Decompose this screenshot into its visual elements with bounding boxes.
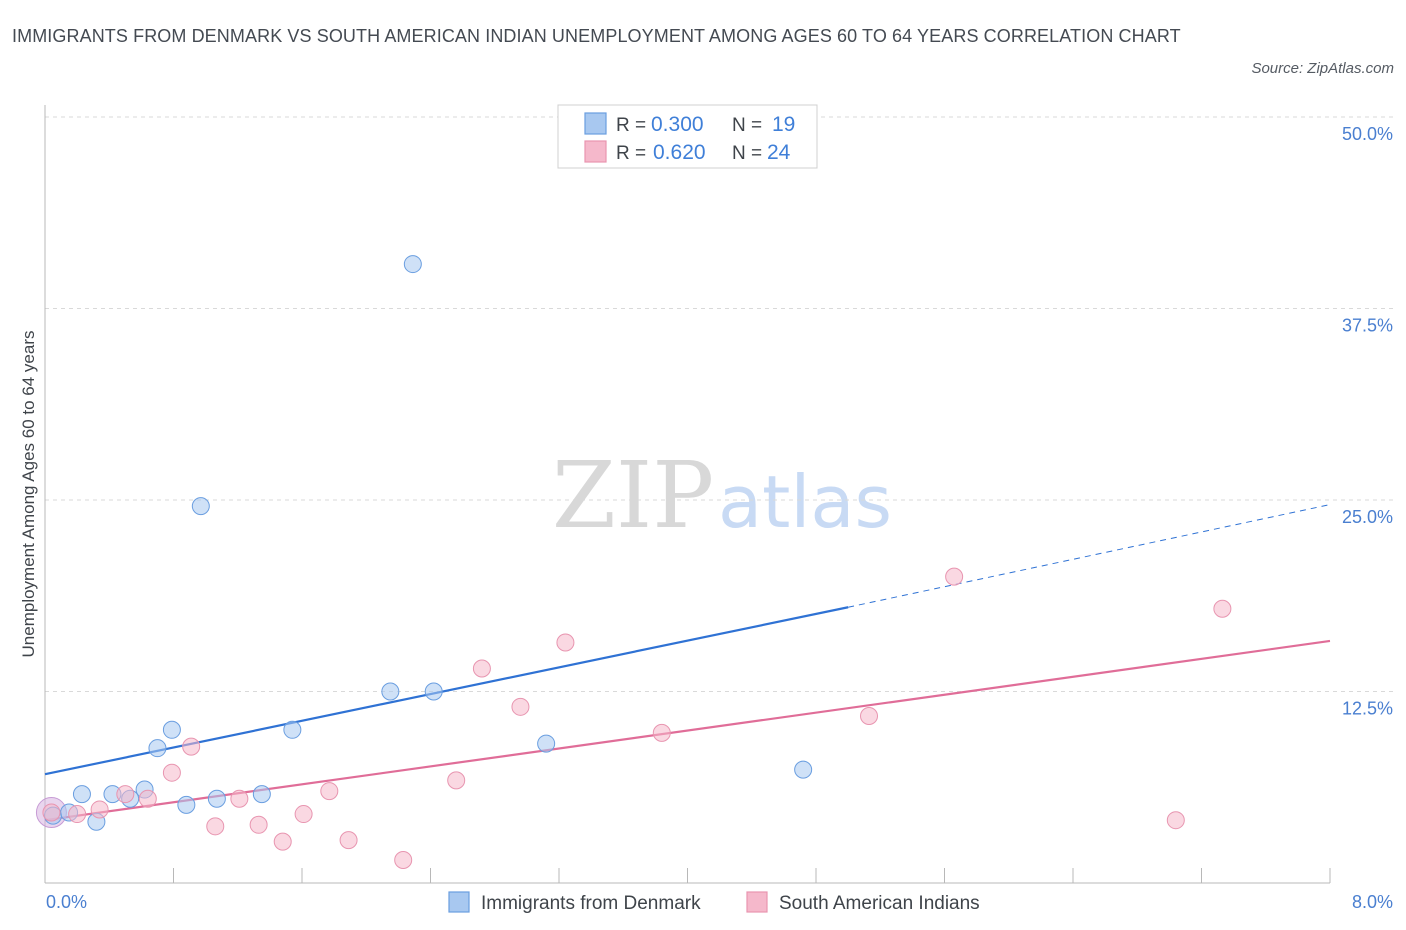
legend-r-value-denmark: 0.300: [651, 113, 704, 136]
data-point-south-american-indians: [511, 697, 530, 716]
data-point-south-american-indians: [162, 763, 181, 782]
data-point-south-american-indians: [294, 805, 313, 824]
data-point-south-american-indians: [182, 737, 201, 756]
data-point-south-american-indians: [1213, 599, 1232, 618]
data-point-denmark: [283, 720, 302, 739]
y-tick-label: 12.5%: [1342, 699, 1393, 719]
legend-swatch-south-american-indians: [584, 140, 607, 163]
data-point-denmark: [252, 785, 271, 804]
source-label: Source: ZipAtlas.com: [1251, 60, 1394, 77]
legend-n-value-sai: 24: [767, 141, 791, 164]
x-axis-ticks: [173, 868, 1331, 883]
data-points: [35, 255, 1232, 870]
data-point-south-american-indians: [472, 659, 491, 678]
y-tick-label: 37.5%: [1342, 316, 1393, 336]
y-tick-label: 25.0%: [1342, 507, 1393, 527]
data-point-denmark: [177, 795, 196, 814]
legend-swatch-denmark: [584, 112, 607, 135]
legend-label-immigrants-from-denmark: Immigrants from Denmark: [481, 893, 701, 914]
legend-r-label-denmark: R =: [616, 115, 646, 136]
legend-r-label-sai: R =: [616, 143, 646, 164]
data-point-denmark: [424, 682, 443, 701]
trend-lines: [44, 504, 1331, 822]
correlation-legend: R = 0.300 N = 19 R = 0.620 N = 24: [557, 104, 818, 169]
series-legend: Immigrants from Denmark South American I…: [448, 891, 980, 914]
data-point-south-american-indians: [68, 805, 87, 824]
watermark-atlas: atlas: [718, 460, 892, 544]
data-point-south-american-indians: [42, 803, 61, 822]
chart-title: IMMIGRANTS FROM DENMARK VS SOUTH AMERICA…: [12, 26, 1181, 46]
data-point-south-american-indians: [1166, 811, 1185, 830]
legend-r-value-sai: 0.620: [653, 141, 706, 164]
data-point-denmark: [191, 497, 210, 516]
legend-swatch-immigrants-from-denmark: [448, 891, 470, 913]
x-tick-label-min: 0.0%: [46, 892, 87, 912]
legend-swatch-south-american-indians-bottom: [746, 891, 768, 913]
data-point-south-american-indians: [339, 831, 358, 850]
data-point-south-american-indians: [394, 851, 413, 870]
y-axis-title: Unemployment Among Ages 60 to 64 years: [19, 331, 38, 658]
data-point-south-american-indians: [249, 815, 268, 834]
y-tick-label: 50.0%: [1342, 124, 1393, 144]
gridlines: [45, 116, 1395, 692]
data-point-denmark: [403, 255, 422, 274]
data-point-denmark: [794, 760, 813, 779]
data-point-south-american-indians: [320, 782, 339, 801]
data-point-south-american-indians: [90, 800, 109, 819]
data-point-south-american-indians: [138, 789, 157, 808]
data-point-south-american-indians: [230, 789, 249, 808]
data-point-south-american-indians: [206, 817, 225, 836]
data-point-south-american-indians: [556, 633, 575, 652]
watermark-zip: ZIP: [552, 442, 714, 549]
legend-label-south-american-indians: South American Indians: [779, 893, 980, 914]
data-point-south-american-indians: [116, 785, 135, 804]
trend-line-denmark: [44, 606, 849, 776]
data-point-south-american-indians: [860, 707, 879, 726]
data-point-denmark: [381, 682, 400, 701]
data-point-denmark: [162, 720, 181, 739]
legend-n-value-denmark: 19: [772, 113, 795, 136]
data-point-denmark: [207, 789, 226, 808]
data-point-south-american-indians: [273, 832, 292, 851]
x-tick-label-max: 8.0%: [1352, 892, 1393, 912]
data-point-south-american-indians: [652, 723, 671, 742]
y-tick-labels: 12.5% 25.0% 37.5% 50.0%: [1342, 124, 1393, 719]
legend-n-label-denmark: N =: [732, 115, 762, 136]
data-point-south-american-indians: [447, 771, 466, 790]
data-point-denmark: [148, 739, 167, 758]
legend-n-label-sai: N =: [732, 143, 762, 164]
data-point-denmark: [537, 734, 556, 753]
trend-line-extension: [848, 504, 1331, 608]
data-point-south-american-indians: [945, 567, 964, 586]
data-point-denmark: [72, 785, 91, 804]
